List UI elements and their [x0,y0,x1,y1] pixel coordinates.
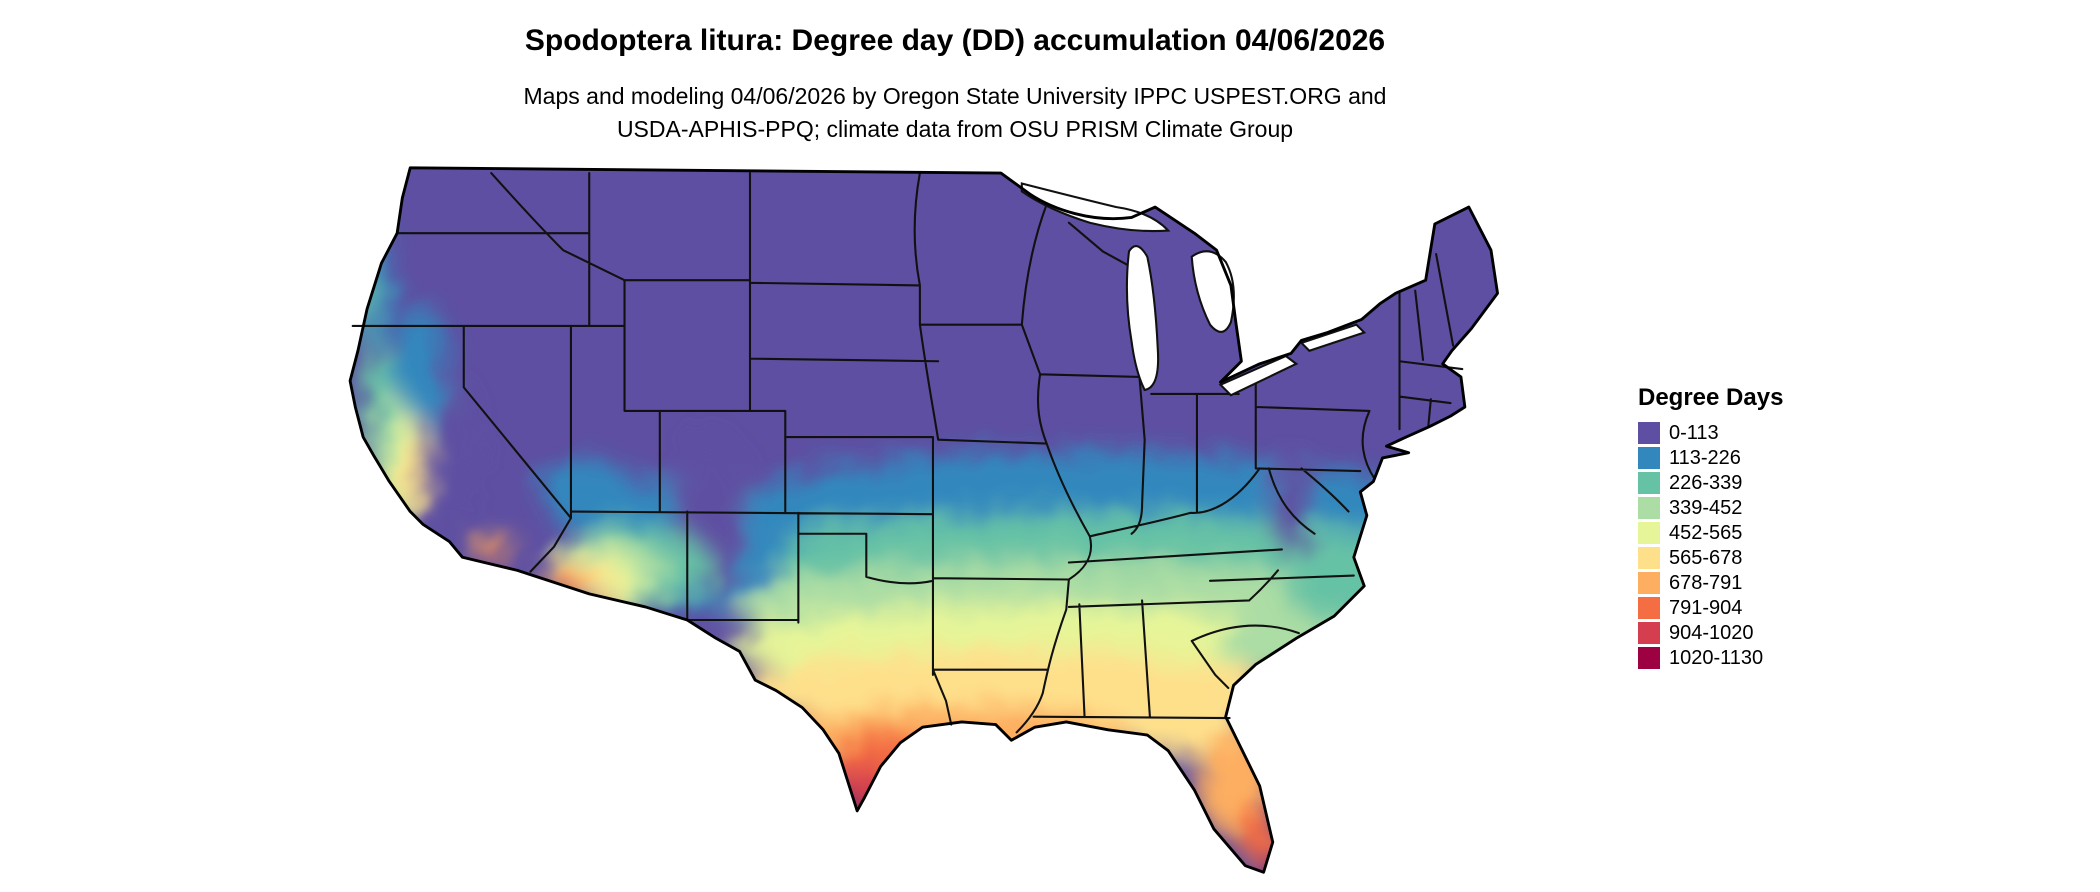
legend-swatch [1638,572,1660,594]
legend-swatch [1638,597,1660,619]
legend-swatch [1638,547,1660,569]
legend-item-label: 452-565 [1669,521,1743,544]
legend-item-label: 791-904 [1669,596,1743,619]
legend-item-label: 0-113 [1669,421,1719,444]
legend-item: 339-452 [1638,497,1783,519]
state-borders [351,172,1464,734]
legend-item: 0-113 [1638,422,1783,444]
lake-ontario [1299,323,1367,352]
legend-swatch [1638,472,1660,494]
lake-erie [1218,354,1299,397]
legend-item-label: 226-339 [1669,471,1743,494]
legend-item-label: 339-452 [1669,496,1743,519]
great-lakes [1020,182,1367,397]
legend-swatch [1638,447,1660,469]
map-subtitle-line1: Maps and modeling 04/06/2026 by Oregon S… [523,83,1387,109]
map-subtitle-line2: USDA-APHIS-PPQ; climate data from OSU PR… [616,116,1294,142]
us-map-svg [348,166,1499,874]
map-subtitle: Maps and modeling 04/06/2026 by Oregon S… [0,80,1910,146]
legend-swatch [1638,622,1660,644]
legend-swatch [1638,647,1660,669]
legend-item-label: 565-678 [1669,546,1743,569]
legend-item: 1020-1130 [1638,647,1783,669]
legend-item: 565-678 [1638,547,1783,569]
legend-item: 904-1020 [1638,622,1783,644]
legend-item: 791-904 [1638,597,1783,619]
legend-item: 113-226 [1638,447,1783,469]
legend-item: 678-791 [1638,572,1783,594]
legend-item-label: 1020-1130 [1669,646,1764,669]
legend-item-label: 113-226 [1669,446,1741,469]
legend-item: 226-339 [1638,472,1783,494]
legend-title: Degree Days [1638,384,1784,411]
legend-swatch [1638,497,1660,519]
degree-day-raster [350,167,1498,873]
legend-item-label: 904-1020 [1669,621,1754,644]
legend-item-label: 678-791 [1669,571,1743,594]
map-title: Spodoptera litura: Degree day (DD) accum… [524,24,1386,57]
lake-superior [1020,182,1171,233]
us-degree-day-map [295,126,1550,884]
legend-swatch [1638,522,1660,544]
legend-items: 0-113 113-226 226-339 339-452 452-565 565-678… [1638,422,1783,669]
degree-days-legend: Degree Days 0-113 113-226 226-339 339-452 45… [1638,384,1783,672]
lake-michigan [1125,245,1160,392]
legend-item: 452-565 [1638,522,1783,544]
legend-swatch [1638,422,1660,444]
